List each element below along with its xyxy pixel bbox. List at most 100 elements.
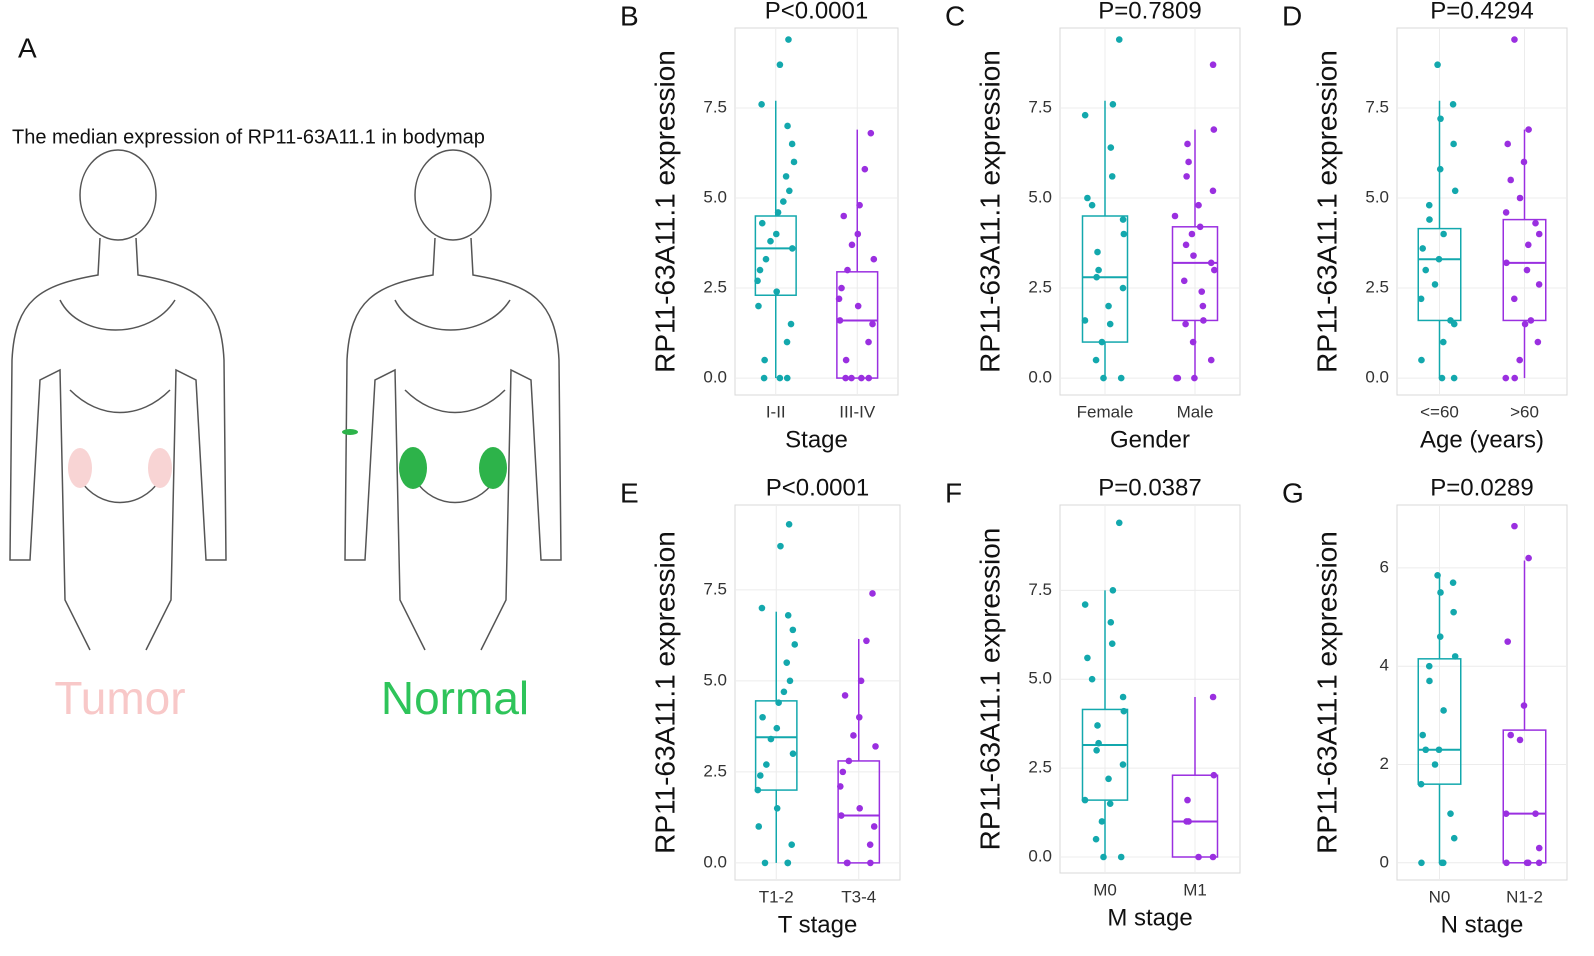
point bbox=[763, 761, 770, 768]
point bbox=[848, 374, 855, 382]
point bbox=[761, 859, 769, 867]
box bbox=[1171, 226, 1219, 322]
y-axis-title: RP11-63A11.1 expression bbox=[649, 531, 680, 854]
point bbox=[754, 786, 762, 794]
point bbox=[1092, 356, 1100, 364]
y-tick-label: 2.5 bbox=[1365, 278, 1389, 297]
y-tick-label: 5.0 bbox=[703, 670, 727, 689]
point bbox=[1447, 810, 1454, 817]
chart-title: P=0.7809 bbox=[1098, 0, 1201, 24]
point bbox=[758, 604, 766, 612]
x-axis-title: T stage bbox=[778, 911, 858, 938]
point bbox=[1527, 317, 1535, 324]
point bbox=[1190, 252, 1197, 259]
point bbox=[1210, 771, 1218, 779]
point bbox=[1209, 187, 1217, 195]
point bbox=[789, 245, 796, 252]
point bbox=[762, 255, 770, 263]
point bbox=[1436, 633, 1444, 641]
point bbox=[1534, 338, 1542, 346]
point bbox=[767, 735, 775, 743]
point bbox=[1088, 201, 1096, 209]
point bbox=[788, 140, 796, 148]
point bbox=[854, 230, 862, 238]
point bbox=[872, 743, 879, 750]
y-tick-label: 0.0 bbox=[1028, 368, 1052, 387]
point bbox=[863, 637, 870, 645]
point bbox=[1199, 302, 1207, 310]
x-tick-label: III-IV bbox=[839, 402, 876, 421]
point bbox=[1207, 356, 1215, 364]
point bbox=[1120, 230, 1128, 238]
point bbox=[854, 302, 862, 310]
point bbox=[1117, 374, 1125, 382]
box bbox=[1081, 708, 1129, 801]
point bbox=[1426, 216, 1433, 223]
y-tick-label: 6 bbox=[1380, 557, 1389, 576]
point bbox=[1081, 317, 1089, 324]
point bbox=[1081, 601, 1089, 608]
point bbox=[1503, 859, 1510, 867]
kidney bbox=[399, 447, 427, 489]
point bbox=[1418, 356, 1425, 364]
point bbox=[1198, 288, 1206, 295]
point bbox=[1437, 115, 1444, 123]
point bbox=[773, 804, 781, 812]
point bbox=[1507, 731, 1515, 739]
point bbox=[1535, 844, 1543, 852]
point bbox=[1503, 259, 1510, 267]
point bbox=[1115, 519, 1123, 527]
point bbox=[1502, 810, 1510, 817]
box bbox=[754, 215, 797, 296]
point bbox=[759, 713, 766, 721]
point bbox=[1119, 216, 1127, 223]
chart-title: P<0.0001 bbox=[766, 474, 869, 501]
point bbox=[1431, 281, 1439, 288]
x-tick-label: M1 bbox=[1183, 880, 1207, 899]
y-axis-title: RP11-63A11.1 expression bbox=[649, 50, 680, 373]
y-tick-label: 7.5 bbox=[703, 97, 727, 116]
point bbox=[780, 198, 787, 205]
y-tick-label: 2 bbox=[1380, 754, 1389, 773]
point bbox=[1419, 731, 1427, 739]
point bbox=[1520, 158, 1528, 166]
point bbox=[1450, 374, 1458, 382]
x-axis-title: M stage bbox=[1107, 904, 1192, 931]
point bbox=[1502, 209, 1510, 216]
point bbox=[1523, 859, 1531, 867]
y-axis-title: RP11-63A11.1 expression bbox=[1311, 50, 1342, 373]
x-tick-label: M0 bbox=[1093, 880, 1117, 899]
kidney bbox=[148, 448, 172, 488]
point bbox=[1437, 589, 1444, 596]
point bbox=[1209, 61, 1217, 69]
point bbox=[1207, 259, 1215, 267]
point bbox=[1438, 374, 1446, 382]
point bbox=[1182, 320, 1189, 328]
point bbox=[1209, 693, 1217, 701]
point bbox=[1425, 201, 1433, 209]
point bbox=[776, 61, 784, 69]
point bbox=[1106, 320, 1114, 328]
point bbox=[782, 173, 790, 180]
plot-border bbox=[734, 504, 901, 881]
point bbox=[1093, 747, 1100, 754]
point bbox=[767, 237, 774, 245]
point bbox=[1200, 317, 1207, 324]
point bbox=[836, 317, 844, 324]
point bbox=[1108, 173, 1116, 180]
point bbox=[1210, 126, 1218, 133]
point bbox=[1184, 796, 1191, 804]
point bbox=[1451, 187, 1459, 195]
plot-border bbox=[1059, 504, 1241, 874]
point bbox=[856, 201, 863, 209]
panel-label: A bbox=[18, 32, 37, 63]
y-tick-label: 2.5 bbox=[703, 278, 727, 297]
box bbox=[1417, 227, 1462, 322]
point bbox=[1182, 241, 1190, 249]
y-tick-label: 7.5 bbox=[1028, 580, 1052, 599]
panel-label: D bbox=[1282, 0, 1302, 31]
point bbox=[1422, 746, 1430, 754]
point bbox=[1439, 338, 1447, 346]
point bbox=[1109, 587, 1117, 594]
point bbox=[1532, 219, 1539, 227]
